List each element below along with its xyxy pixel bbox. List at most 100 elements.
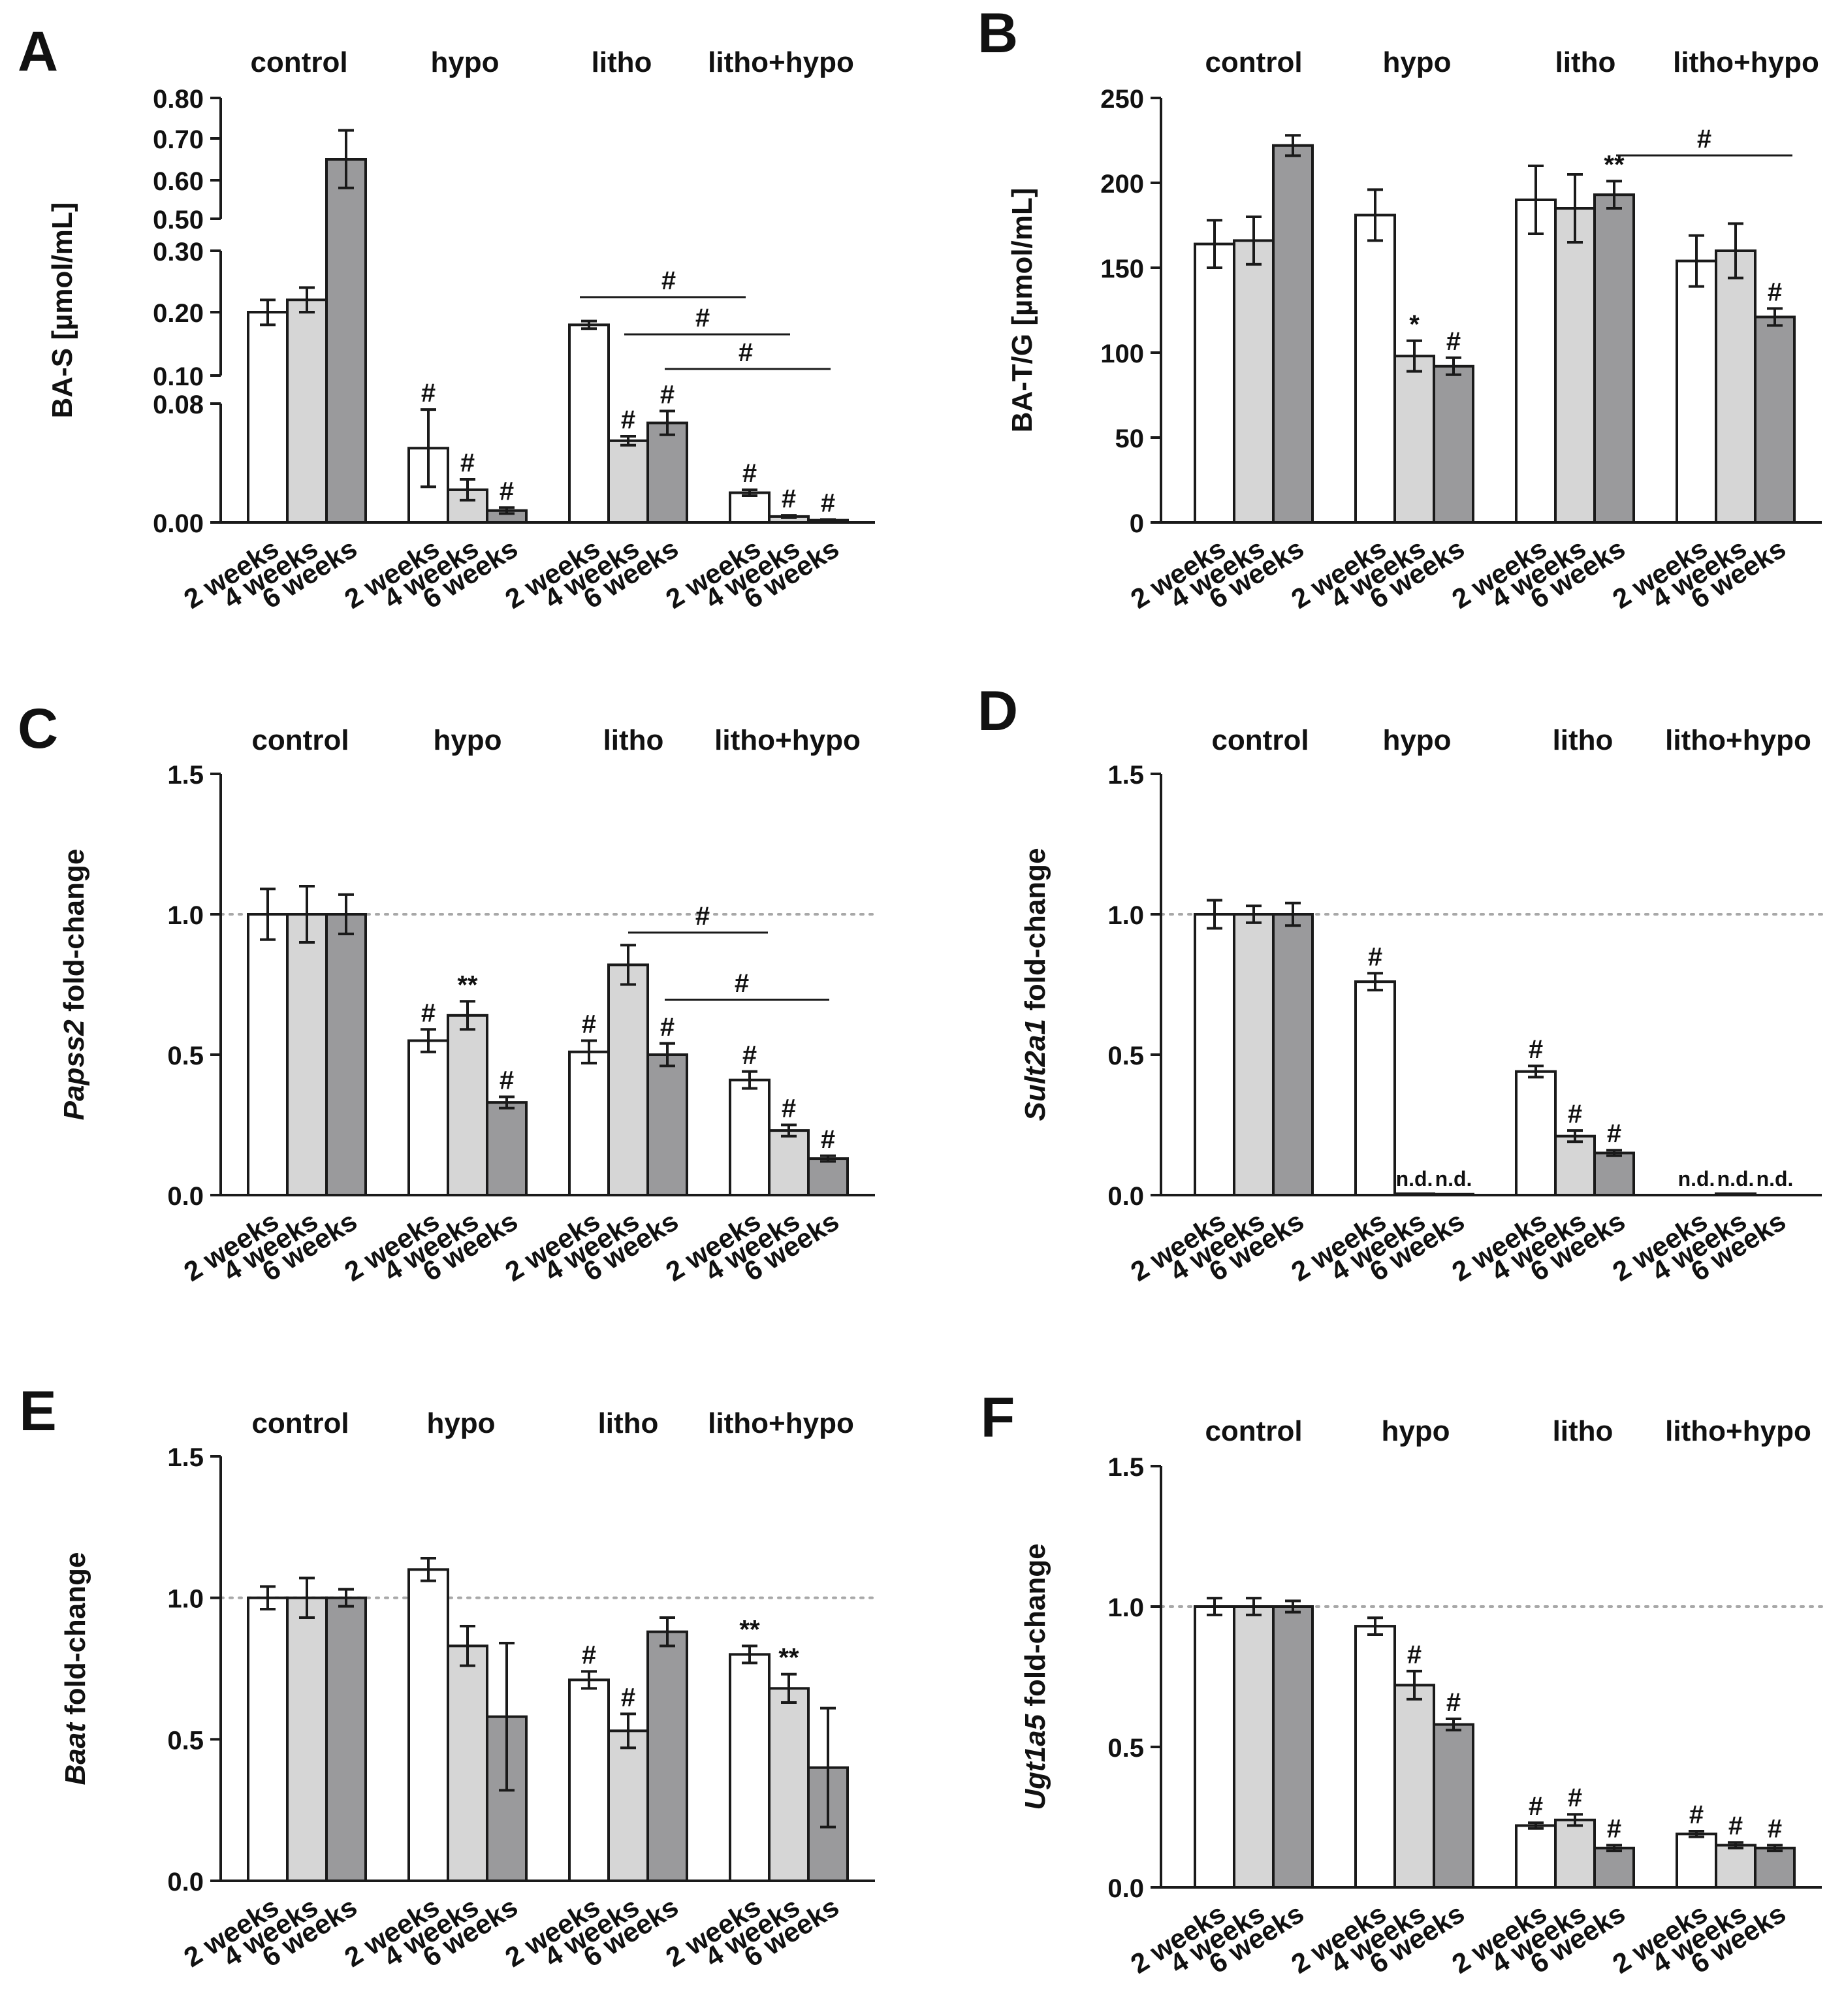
panel-F: F 0.0 0.5 1.0 1.5 Ugt1a5 fold-change control hy…: [981, 1386, 1823, 1979]
bar: [807, 1157, 849, 1196]
y-tick-label: 0.10: [153, 362, 204, 391]
bar: [1354, 980, 1396, 1196]
y-tick-label: 1.5: [1107, 1453, 1144, 1482]
bar: [768, 1129, 810, 1196]
significance-mark: #: [782, 485, 796, 513]
group-label: control: [1205, 46, 1302, 78]
bar: [1715, 249, 1757, 524]
bar: [1393, 1192, 1435, 1196]
bar: [486, 1101, 528, 1196]
y-tick-label: 0.70: [153, 125, 204, 154]
bar: [1676, 1832, 1717, 1889]
group-label: hypo: [426, 1407, 495, 1439]
bar: [1233, 913, 1275, 1196]
bar: [568, 323, 610, 524]
y-tick-label: 100: [1100, 340, 1144, 368]
bar: [646, 1053, 688, 1196]
y-tick-label: 250: [1100, 85, 1144, 114]
bar: [247, 913, 289, 1196]
bar: [1593, 193, 1635, 524]
y-tick-label: 0.20: [153, 299, 204, 328]
significance-mark: #: [1768, 278, 1782, 306]
group-label: litho+hypo: [714, 724, 861, 756]
bar: [1272, 144, 1314, 524]
y-axis-label-gene: Papss2: [58, 1019, 90, 1121]
group-label: hypo: [1381, 1415, 1450, 1447]
nd-label: n.d.: [1717, 1167, 1755, 1191]
group-label: litho: [1553, 724, 1614, 756]
group-label: control: [251, 724, 349, 756]
group-label: litho+hypo: [1665, 1415, 1811, 1447]
y-axis-label: Ugt1a5 fold-change: [1019, 1543, 1051, 1810]
nd-label: n.d.: [1678, 1167, 1715, 1191]
y-tick-label: 1.0: [167, 901, 204, 930]
y-axis-label-unit: fold-change: [59, 1552, 91, 1723]
nd-label: n.d.: [1435, 1167, 1472, 1191]
significance-mark: #: [821, 1125, 835, 1154]
y-tick-label: 0.60: [153, 167, 204, 196]
significance-mark: #: [1728, 1812, 1743, 1840]
bar: [1715, 1844, 1757, 1889]
group-label: control: [250, 46, 347, 78]
significance-mark: #: [1368, 942, 1382, 971]
significance-mark: #: [1768, 1815, 1782, 1844]
panel-letter: D: [978, 680, 1018, 743]
bar: [607, 439, 649, 524]
significance-mark: #: [460, 449, 475, 477]
bar: [1433, 1192, 1474, 1196]
bracket-label: #: [739, 338, 753, 367]
significance-mark: #: [742, 1041, 757, 1070]
bar: [1194, 242, 1235, 524]
y-tick-label: 0.0: [167, 1182, 204, 1211]
bar: [1393, 1684, 1435, 1889]
bracket-label: #: [695, 304, 710, 332]
bar: [1272, 913, 1314, 1196]
bar: [1233, 1605, 1275, 1889]
y-tick-label: 0.00: [153, 509, 204, 538]
group-label: litho+hypo: [1673, 46, 1819, 78]
significance-mark: #: [782, 1095, 796, 1123]
bar: [607, 963, 649, 1197]
bar: [1233, 239, 1275, 524]
bar: [1515, 1070, 1557, 1197]
bar: [1676, 259, 1717, 524]
bar: [286, 1596, 328, 1883]
bar: [325, 913, 367, 1196]
significance-mark: #: [500, 477, 514, 505]
bar: [729, 1653, 771, 1882]
y-axis-label: Papss2 fold-change: [58, 849, 90, 1121]
y-axis-label-unit: fold-change: [58, 849, 90, 1020]
bar: [646, 421, 688, 524]
significance-mark: #: [742, 459, 757, 488]
bracket-label: #: [735, 969, 749, 998]
bar: [1593, 1846, 1635, 1889]
significance-mark: #: [660, 380, 675, 409]
panel-letter: C: [18, 697, 58, 760]
bar: [1715, 1192, 1757, 1196]
bracket-label: #: [695, 902, 710, 931]
significance-mark: **: [778, 1644, 799, 1672]
y-tick-label: 1.0: [1107, 1593, 1144, 1622]
y-axis-label-gene: Sult2a1: [1019, 1019, 1051, 1121]
group-label: control: [251, 1407, 349, 1439]
panel-A: A 0.00 0.080.10 0.20 0.30 0.50 0.60 0.70 0.80 BA-…: [18, 20, 875, 615]
bar: [325, 1596, 367, 1883]
bar: [1433, 364, 1474, 524]
significance-mark: #: [1446, 1688, 1461, 1717]
y-axis-label-unit: fold-change: [1019, 1543, 1051, 1714]
panel-letter: A: [18, 20, 58, 83]
y-axis-label: Baat fold-change: [59, 1552, 91, 1785]
bar: [407, 1568, 449, 1882]
group-label: hypo: [433, 724, 501, 756]
significance-mark: #: [1689, 1800, 1704, 1829]
y-tick-label: 0.50: [153, 206, 204, 234]
significance-mark: #: [1607, 1815, 1621, 1844]
bar: [607, 1729, 649, 1882]
panel-D: D 0.0 0.5 1.0 1.5 Sult2a1 fold-change control h…: [978, 680, 1823, 1287]
panel-E: E 0.0 0.5 1.0 1.5 Baat fold-change control hypo…: [19, 1380, 876, 1973]
bar: [1754, 1846, 1796, 1889]
panel-letter: E: [19, 1380, 56, 1443]
significance-mark: #: [1446, 327, 1461, 356]
y-tick-label: 0.80: [153, 85, 204, 114]
